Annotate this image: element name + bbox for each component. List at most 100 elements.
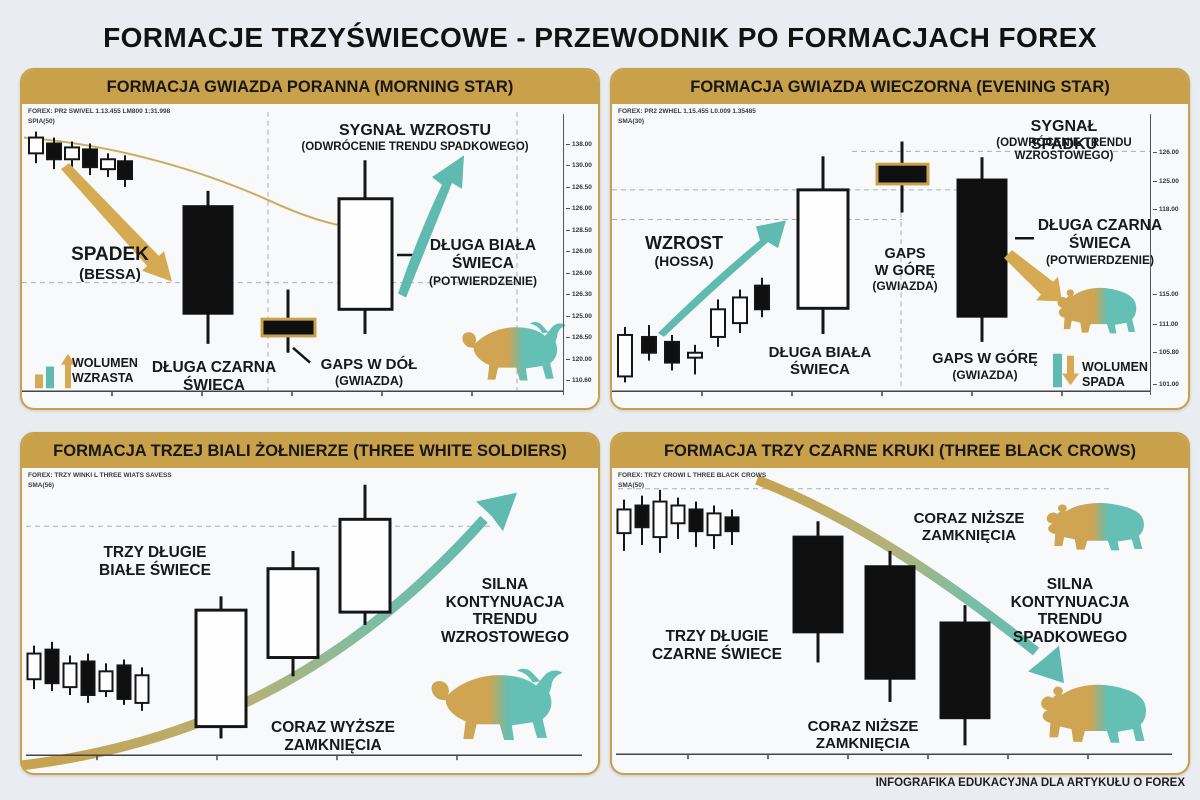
- ticker-line2: SMA(56): [28, 481, 55, 489]
- bull-icon: [462, 321, 566, 381]
- long-white-candle: [796, 188, 850, 310]
- gap-bottom-sub-label: (GWIAZDA): [952, 368, 1018, 382]
- higher-closes-label: CORAZ WYŻSZE ZAMKNIĘCIA: [271, 719, 395, 754]
- candlestick-group: [26, 484, 392, 739]
- continuation-label: SILNA KONTYNUACJA TRENDU WZROSTOWEGO: [440, 576, 569, 646]
- evening-star-chart: [612, 141, 1150, 397]
- y-axis-label: 138.00: [566, 141, 592, 148]
- volume-label: WOLUMEN SPADA: [1082, 360, 1148, 389]
- page-title: FORMACJE TRZYŚWIECOWE - PRZEWODNIK PO FO…: [103, 22, 1097, 53]
- y-axis-label: 105.80: [1153, 349, 1179, 356]
- panel-three-black-crows-body: FOREX: TRZY CROWI L THREE BLACK CROWS SM…: [612, 468, 1188, 773]
- panel-three-white-soldiers: FORMACJA TRZEJ BIALI ŻOŁNIERZE (THREE WH…: [20, 432, 600, 775]
- star-candle: [260, 317, 317, 338]
- y-axis-label: 111.00: [1153, 321, 1178, 328]
- y-axis-label: 120.00: [566, 356, 592, 363]
- soldier-candle-2: [266, 567, 320, 659]
- y-axis-label: 126.30: [566, 291, 592, 298]
- panel-three-white-soldiers-body: FOREX: TRZY WINKI L THREE WIATS SAVESS S…: [22, 468, 598, 773]
- gap-top-sub-label: (GWIAZDA): [872, 279, 938, 293]
- up-arrow-icon: [658, 220, 786, 337]
- crow-candle-3: [939, 621, 991, 720]
- long-black-label: DŁUGA CZARNA ŚWIECA: [1037, 217, 1163, 252]
- ticker-line1: FOREX: TRZY CROWI L THREE BLACK CROWS: [618, 472, 767, 479]
- panel-three-black-crows-header: FORMACJA TRZY CZARNE KRUKI (THREE BLACK …: [612, 434, 1188, 468]
- x-axis: [26, 754, 582, 761]
- star-candle: [875, 162, 930, 186]
- long-black-sub-label: (POTWIERDZENIE): [1046, 253, 1154, 267]
- candlestick-group: [616, 489, 991, 746]
- trend-swoosh-up: [22, 516, 488, 771]
- panel-title: FORMACJA TRZY CZARNE KRUKI (THREE BLACK …: [663, 442, 1137, 460]
- volume-label: WOLUMEN WZRASTA: [72, 356, 138, 385]
- panel-morning-star-header: FORMACJA GWIAZDA PORANNA (MORNING STAR): [22, 70, 598, 104]
- signal-sub-label: (ODWRÓCENIE TRENDU WZROSTOWEGO): [996, 137, 1132, 163]
- three-white-soldiers-chart: [22, 484, 582, 771]
- signal-label: SYGNAŁ SPADKU: [1030, 118, 1098, 154]
- footer-caption: INFOGRAFIKA EDUKACYJNA DLA ARTYKUŁU O FO…: [875, 777, 1185, 789]
- long-white-label: DŁUGA BIAŁA ŚWIECA: [429, 237, 537, 272]
- y-axis-label: 115.00: [1153, 291, 1179, 298]
- bear-icon-bottom: [1041, 684, 1147, 743]
- x-axis: [612, 390, 1150, 397]
- long-black-candle: [956, 178, 1008, 318]
- crow-candle-1: [792, 535, 844, 634]
- y-axis: 138.00 130.00 126.50 126.00 128.50 126.0…: [563, 114, 598, 395]
- y-axis-label: 110.60: [566, 377, 592, 384]
- black-candles-label: TRZY DŁUGIE CZARNE ŚWIECE: [651, 628, 783, 663]
- y-axis-label: 125.00: [566, 313, 592, 320]
- down-arrow-icon: [61, 163, 172, 282]
- white-candles-label: TRZY DŁUGIE BIAŁE ŚWIECE: [99, 544, 211, 579]
- gap-bottom-label: GAPS W GÓRĘ: [932, 351, 1038, 367]
- y-axis-label: 126.00: [566, 205, 592, 212]
- ticker: FOREX: TRZY CROWI L THREE BLACK CROWS SM…: [618, 471, 766, 491]
- ticker-line1: FOREX: PR2 SWIVEL 1.13.455 LM800 1:31.99…: [28, 108, 171, 115]
- candlestick-group: [28, 131, 418, 364]
- y-axis: 126.00 125.00 118.00 115.00 111.00 105.8…: [1150, 114, 1188, 395]
- x-axis: [22, 390, 563, 397]
- bear-icon-top: [1046, 503, 1144, 551]
- y-axis-label: 101.00: [1153, 381, 1179, 388]
- panel-title: FORMACJA GWIAZDA PORANNA (MORNING STAR): [106, 78, 514, 96]
- panel-evening-star-body: FOREX: PR2 2WHEL 1.15.455 L0.009 1.35485…: [612, 104, 1188, 408]
- bear-icon: [1057, 287, 1137, 334]
- soldier-candle-1: [194, 608, 248, 729]
- uptrend-sub-label: (HOSSA): [654, 253, 714, 269]
- y-axis-label: 126.50: [566, 184, 592, 191]
- bull-icon: [431, 668, 563, 740]
- y-axis-label: 126.00: [566, 270, 592, 277]
- three-black-crows-chart: [616, 475, 1172, 760]
- y-axis-label: 125.00: [1153, 178, 1179, 185]
- volume-up-icon: [35, 353, 75, 389]
- volume-down-icon: [1053, 353, 1079, 388]
- panel-title: FORMACJA TRZEJ BIALI ŻOŁNIERZE (THREE WH…: [53, 442, 567, 460]
- y-axis-label: 126.00: [1153, 149, 1179, 156]
- ticker-line2: SPIA(50): [28, 117, 55, 125]
- y-axis-label: 128.50: [566, 227, 592, 234]
- trend-swoosh-down: [755, 475, 1040, 656]
- long-white-candle: [337, 197, 394, 311]
- downtrend-sub-label: (BESSA): [79, 266, 141, 283]
- x-axis: [616, 753, 1172, 760]
- signal-label: SYGNAŁ WZROSTU: [339, 122, 491, 139]
- panel-title: FORMACJA GWIAZDA WIECZORNA (EVENING STAR…: [690, 78, 1110, 96]
- gap-top-label: GAPS W GÓRĘ: [874, 246, 936, 279]
- ticker: FOREX: PR2 SWIVEL 1.13.455 LM800 1:31.99…: [28, 107, 170, 127]
- ticker: FOREX: TRZY WINKI L THREE WIATS SAVESS S…: [28, 471, 172, 491]
- signal-sub-label: (ODWRÓCENIE TRENDU SPADKOWEGO): [301, 141, 529, 153]
- panel-evening-star-header: FORMACJA GWIAZDA WIECZORNA (EVENING STAR…: [612, 70, 1188, 104]
- y-axis-label: 126.50: [566, 334, 592, 341]
- gap-sub-label: (GWIAZDA): [334, 374, 404, 388]
- candlestick-group: [617, 141, 1034, 383]
- up-arrowhead-icon: [476, 492, 517, 532]
- up-arrow-icon: [398, 155, 464, 298]
- y-axis-label: 130.00: [566, 162, 592, 169]
- ticker-line1: FOREX: TRZY WINKI L THREE WIATS SAVESS: [28, 472, 172, 479]
- ticker-line1: FOREX: PR2 2WHEL 1.15.455 L0.009 1.35485: [618, 108, 756, 115]
- down-arrowhead-icon: [1028, 645, 1064, 684]
- y-axis-label: 126.00: [566, 248, 592, 255]
- down-arrow-icon: [1004, 250, 1062, 302]
- lower-closes-bottom-label: CORAZ NIŻSZE ZAMKNIĘCIA: [807, 718, 919, 753]
- panel-morning-star: FORMACJA GWIAZDA PORANNA (MORNING STAR): [20, 68, 600, 410]
